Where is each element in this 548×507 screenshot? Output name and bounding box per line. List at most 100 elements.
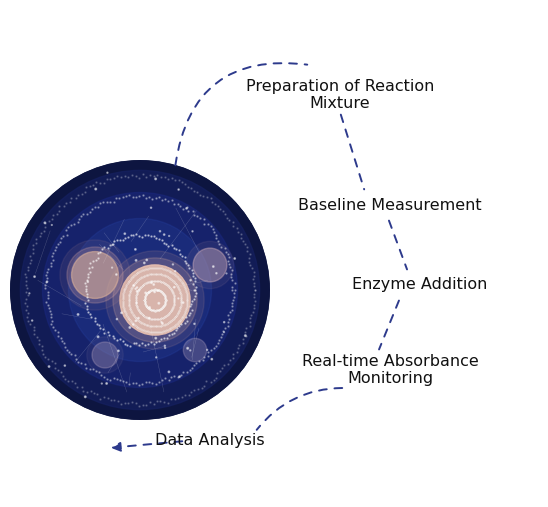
Point [182, 204, 191, 212]
Point [82, 287, 90, 296]
Point [89, 181, 98, 189]
Point [88, 257, 97, 265]
Point [196, 191, 204, 199]
Point [48, 221, 56, 229]
Point [128, 193, 137, 201]
Point [214, 339, 222, 347]
Point [43, 301, 52, 309]
Point [235, 341, 244, 349]
Point [142, 172, 151, 180]
Point [117, 400, 125, 408]
Point [129, 281, 138, 289]
Point [22, 277, 31, 285]
Point [163, 175, 172, 184]
Point [243, 243, 252, 251]
Point [26, 320, 35, 328]
Point [212, 234, 220, 242]
Point [29, 245, 38, 254]
Text: Enzyme Addition: Enzyme Addition [352, 277, 488, 293]
Point [90, 203, 99, 211]
Point [84, 265, 93, 273]
Point [155, 378, 163, 386]
Point [138, 191, 147, 199]
Point [192, 358, 201, 367]
Point [108, 241, 117, 249]
Point [83, 305, 92, 313]
Point [142, 402, 151, 410]
Point [141, 231, 150, 239]
Point [96, 247, 105, 256]
Point [224, 359, 233, 368]
Point [182, 368, 191, 376]
Point [209, 228, 218, 236]
Point [211, 231, 220, 239]
Point [239, 335, 248, 343]
Point [52, 243, 60, 251]
Point [164, 368, 173, 376]
Point [202, 193, 211, 201]
Point [230, 255, 239, 263]
Point [96, 199, 105, 207]
Point [250, 286, 259, 294]
Point [110, 198, 118, 206]
Point [79, 210, 88, 218]
Point [192, 212, 201, 221]
Point [124, 399, 133, 407]
Point [239, 339, 248, 347]
Point [144, 231, 152, 239]
Point [30, 273, 39, 281]
Point [175, 373, 184, 381]
Point [30, 326, 38, 334]
Circle shape [183, 338, 207, 361]
Point [226, 263, 235, 271]
Point [23, 263, 32, 271]
Point [200, 382, 209, 390]
Point [85, 310, 94, 318]
Point [167, 373, 175, 381]
Point [35, 232, 44, 240]
Point [246, 318, 254, 326]
Point [41, 278, 50, 286]
Point [73, 310, 82, 318]
Point [190, 211, 198, 219]
Point [187, 388, 196, 396]
Point [83, 273, 92, 281]
Point [222, 269, 231, 277]
Point [153, 171, 162, 179]
Point [167, 395, 175, 403]
Point [75, 215, 83, 223]
Point [28, 241, 37, 249]
Point [198, 192, 207, 200]
Point [96, 179, 105, 187]
Point [157, 196, 166, 204]
Point [42, 274, 51, 282]
Point [83, 210, 92, 218]
Point [145, 303, 154, 311]
Point [181, 319, 190, 327]
Point [80, 360, 89, 369]
Point [83, 278, 92, 286]
Point [170, 329, 179, 337]
Point [184, 207, 193, 215]
Point [132, 379, 140, 387]
Point [110, 174, 118, 182]
Point [146, 232, 155, 240]
Point [114, 347, 123, 355]
Point [134, 314, 143, 322]
Point [22, 288, 31, 296]
Point [147, 279, 156, 287]
Point [109, 240, 117, 248]
Point [102, 375, 111, 383]
Point [82, 364, 90, 372]
Point [157, 335, 166, 343]
Point [246, 322, 255, 330]
Point [199, 214, 208, 223]
Point [118, 236, 127, 244]
Point [28, 249, 37, 257]
Point [187, 364, 196, 372]
Point [228, 299, 237, 307]
Circle shape [193, 248, 227, 282]
Point [232, 348, 241, 356]
Point [206, 222, 215, 230]
Point [54, 240, 62, 248]
